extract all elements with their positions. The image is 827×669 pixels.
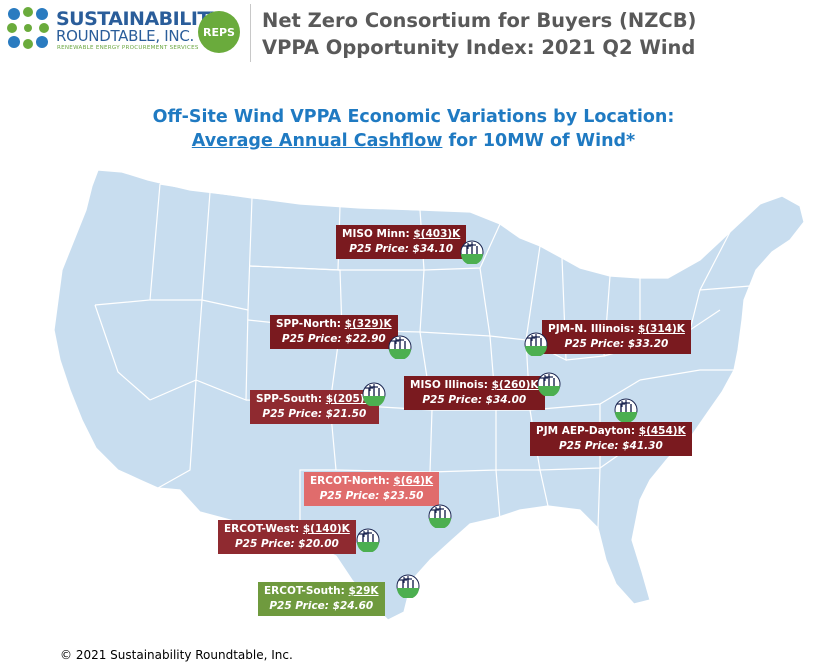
- wind-turbine-icon: [428, 504, 452, 528]
- callout-value: $(260)K: [491, 379, 539, 391]
- callout-name: PJM AEP-Dayton:: [536, 425, 639, 437]
- callout-name: MISO Illinois:: [410, 379, 492, 391]
- leaf-logo-icon: [7, 7, 49, 49]
- logo-text-line2: ROUNDTABLE, INC.: [56, 27, 194, 45]
- callout-price: P25 Price: $24.60: [269, 600, 374, 612]
- logo-tagline: RENEWABLE ENERGY PROCUREMENT SERVICES: [57, 45, 199, 51]
- callout-name: ERCOT-South:: [264, 585, 349, 597]
- callout-value: $(403)K: [413, 228, 461, 240]
- subtitle-rest: for 10MW of Wind*: [442, 131, 636, 151]
- callout-pjm-aep-dayton: PJM AEP-Dayton: $(454)K P25 Price: $41.3…: [530, 422, 692, 456]
- wind-turbine-icon: [396, 574, 420, 598]
- page-title-line1: Net Zero Consortium for Buyers (NZCB): [262, 9, 697, 32]
- wind-turbine-icon: [356, 528, 380, 552]
- callout-ercot-west: ERCOT-West: $(140)K P25 Price: $20.00: [218, 520, 356, 554]
- callout-spp-south: SPP-South: $(205)K P25 Price: $21.50: [250, 390, 379, 424]
- callout-name: ERCOT-North:: [310, 475, 394, 487]
- callout-pjm-n-illinois: PJM-N. Illinois: $(314)K P25 Price: $33.…: [542, 320, 691, 354]
- callout-name: ERCOT-West:: [224, 523, 303, 535]
- callout-price: P25 Price: $20.00: [234, 538, 339, 550]
- callout-miso-minn: MISO Minn: $(403)K P25 Price: $34.10: [336, 225, 467, 259]
- wind-turbine-icon: [362, 382, 386, 406]
- wind-turbine-icon: [460, 240, 484, 264]
- callout-miso-illinois: MISO Illinois: $(260)K P25 Price: $34.00: [404, 376, 545, 410]
- logo-text-line1: SUSTAINABILITY: [56, 8, 224, 30]
- wind-turbine-icon: [524, 332, 548, 356]
- callout-value: $(329)K: [344, 318, 392, 330]
- subtitle-underlined: Average Annual Cashflow: [191, 131, 443, 151]
- callout-price: P25 Price: $34.10: [349, 243, 454, 255]
- callout-price: P25 Price: $41.30: [558, 440, 663, 452]
- page-title-line2: VPPA Opportunity Index: 2021 Q2 Wind: [262, 36, 696, 59]
- reps-badge: REPS: [198, 11, 240, 53]
- subtitle-line2: Average Annual Cashflow for 10MW of Wind…: [0, 129, 827, 153]
- wind-turbine-icon: [388, 335, 412, 359]
- callout-value: $(454)K: [638, 425, 686, 437]
- callout-spp-north: SPP-North: $(329)K P25 Price: $22.90: [270, 315, 398, 349]
- header-divider: [250, 4, 251, 62]
- map-subtitle: Off-Site Wind VPPA Economic Variations b…: [0, 105, 827, 153]
- wind-turbine-icon: [614, 398, 638, 422]
- callout-name: SPP-South:: [256, 393, 326, 405]
- callout-name: PJM-N. Illinois:: [548, 323, 638, 335]
- callout-price: P25 Price: $22.90: [281, 333, 386, 345]
- callout-value: $(205)K: [325, 393, 373, 405]
- company-logo: SUSTAINABILITY ROUNDTABLE, INC. RENEWABL…: [6, 6, 242, 53]
- callout-price: P25 Price: $34.00: [422, 394, 527, 406]
- callout-value: $29K: [348, 585, 379, 597]
- wind-turbine-icon: [537, 372, 561, 396]
- callout-name: MISO Minn:: [342, 228, 414, 240]
- callout-price: P25 Price: $23.50: [319, 490, 424, 502]
- copyright-notice: © 2021 Sustainability Roundtable, Inc.: [60, 648, 293, 662]
- callout-value: $(64)K: [393, 475, 434, 487]
- callout-ercot-south: ERCOT-South: $29K P25 Price: $24.60: [258, 582, 385, 616]
- callout-price: P25 Price: $21.50: [262, 408, 367, 420]
- callout-value: $(314)K: [637, 323, 685, 335]
- callout-value: $(140)K: [302, 523, 350, 535]
- callout-price: P25 Price: $33.20: [564, 338, 669, 350]
- callout-ercot-north: ERCOT-North: $(64)K P25 Price: $23.50: [304, 472, 440, 506]
- page-title: Net Zero Consortium for Buyers (NZCB) VP…: [262, 7, 696, 61]
- callout-name: SPP-North:: [276, 318, 345, 330]
- subtitle-line1: Off-Site Wind VPPA Economic Variations b…: [152, 107, 675, 127]
